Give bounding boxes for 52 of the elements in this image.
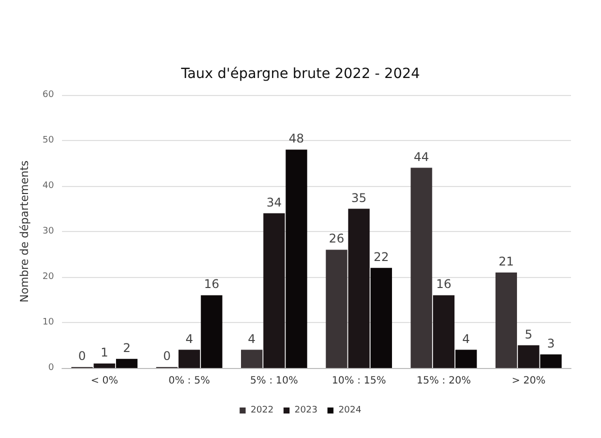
data-label: 44 [414,150,430,164]
y-tick-label: 20 [42,272,54,282]
bar [116,358,138,368]
data-label: 5 [524,327,532,342]
bar [178,350,200,368]
data-label: 0 [78,349,86,363]
x-tick-label: < 0% [90,376,118,386]
data-label: 22 [374,250,389,264]
y-tick-label: 30 [42,226,54,236]
x-tick-label: 10% : 15% [332,376,386,386]
data-label: 3 [547,336,555,350]
x-tick-label: > 20% [512,376,546,386]
y-tick-label: 10 [42,318,54,328]
bar [263,213,285,368]
data-label: 4 [248,332,256,346]
legend-label: 2022 [250,406,274,416]
y-tick-label: 50 [42,136,54,146]
y-tick-label: 0 [48,363,54,373]
legend-label: 2024 [338,406,362,416]
data-label: 21 [498,254,514,268]
bar [540,354,562,368]
legend-label: 2023 [294,406,318,416]
bar [410,168,432,368]
bar [348,208,370,368]
data-label: 48 [288,132,304,146]
data-label: 16 [204,277,220,292]
bar [286,150,308,368]
y-axis-title: Nombre de départements [18,160,31,303]
bar [200,295,222,368]
data-label: 4 [185,332,194,346]
bar [94,363,116,368]
x-tick-label: 0% : 5% [168,376,210,386]
y-tick-label: 40 [42,181,54,191]
data-label: 26 [328,232,344,246]
x-tick-label: 5% : 10% [250,376,298,386]
bar [241,350,262,368]
data-label: 0 [163,349,171,363]
data-label: 34 [266,195,282,210]
bar [326,250,348,368]
bar [518,345,540,368]
bar [496,272,517,368]
data-label: 1 [100,345,108,360]
bar [433,295,454,368]
y-tick-label: 60 [42,90,54,100]
x-tick-label: 15% : 20% [416,376,471,386]
data-label: 4 [462,332,470,346]
data-label: 35 [351,190,367,205]
chart-title: Taux d'épargne brute 2022 - 2024 [180,66,420,82]
data-label: 16 [436,277,452,292]
data-label: 2 [122,340,131,355]
bar [455,350,477,368]
bar [370,268,392,368]
